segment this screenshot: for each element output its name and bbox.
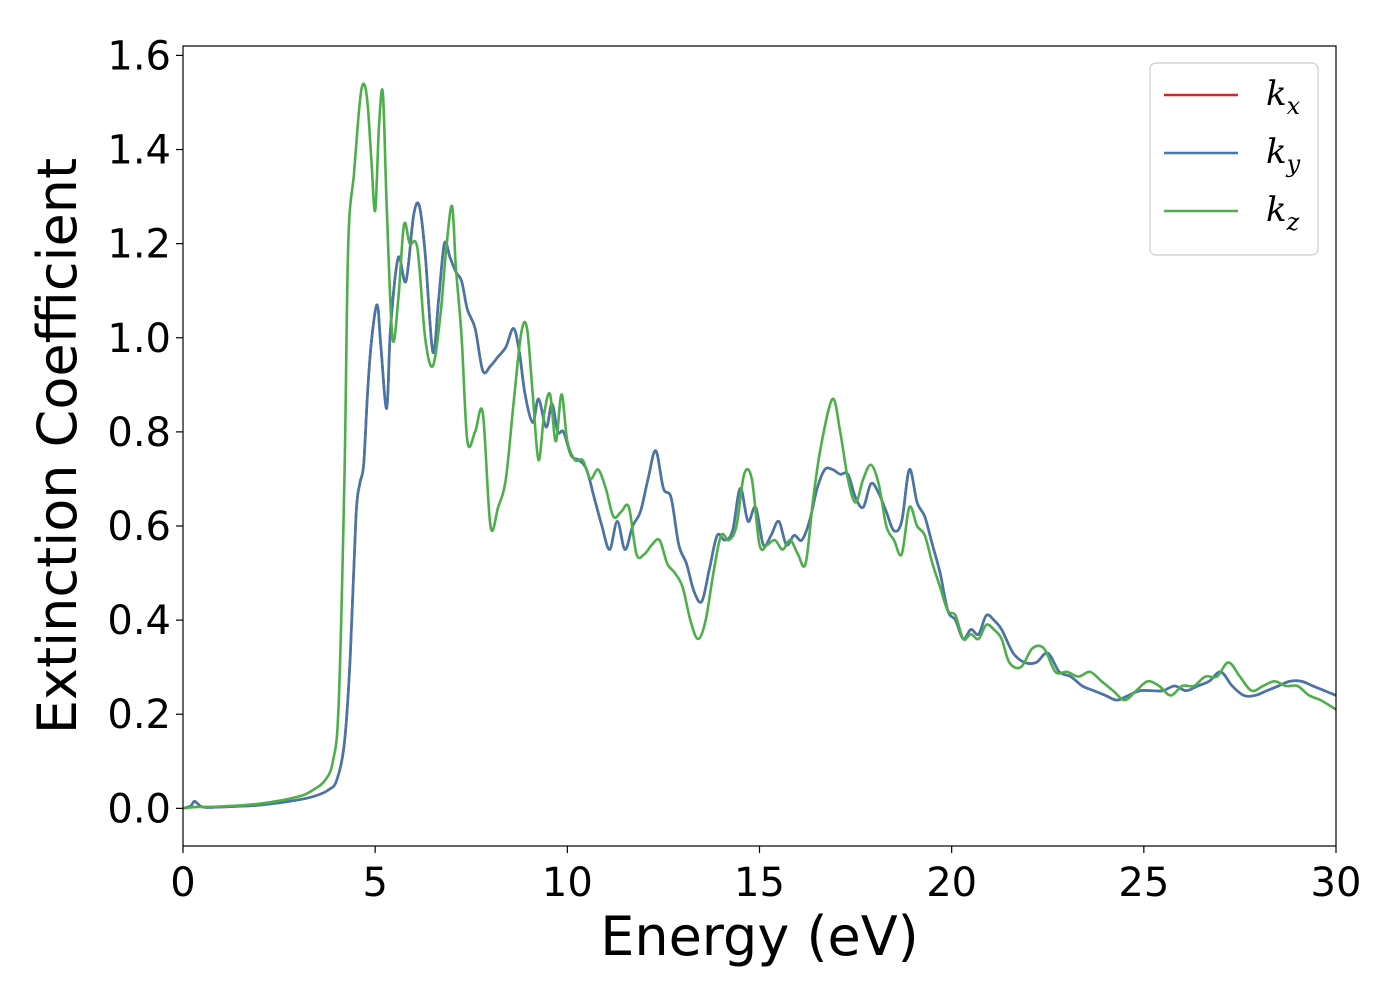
plot-area [183, 46, 1336, 846]
y-tick-label: 1.6 [107, 33, 171, 79]
x-tick-label: 20 [926, 860, 977, 906]
axes-layer: 0 5 10 15 20 25 30 0.0 0.2 0.4 0.6 0.8 1.0 1.2 1.4 1.6 [107, 33, 1361, 906]
x-tick-label: 15 [734, 860, 785, 906]
y-axis-title: Extinction Coefficient [26, 158, 89, 734]
series-layer [183, 82, 1336, 810]
y-tick-label: 0.2 [107, 692, 171, 738]
series-line-k-y [183, 201, 1336, 810]
legend: kx ky kz [1149, 62, 1319, 256]
legend-label-k-z: kz [1266, 190, 1300, 236]
x-tick-label: 0 [170, 860, 195, 906]
y-tick-label: 1.0 [107, 316, 171, 362]
y-tick-label: 0.0 [107, 786, 171, 832]
x-tick-label: 10 [542, 860, 593, 906]
legend-label-k-y: ky [1266, 132, 1301, 178]
y-tick-label: 0.6 [107, 504, 171, 550]
legend-label-k-x: kx [1266, 74, 1301, 120]
plot-frame [182, 45, 1337, 847]
x-tick-label: 25 [1118, 860, 1169, 906]
x-tick-label: 5 [362, 860, 387, 906]
y-tick-label: 1.2 [107, 222, 171, 268]
legend-box [1149, 62, 1319, 256]
y-tick-label: 0.8 [107, 410, 171, 456]
y-tick-label: 1.4 [107, 128, 171, 174]
x-axis-title: Energy (eV) [600, 905, 919, 968]
x-tick-label: 30 [1311, 860, 1362, 906]
series-line-k-z [183, 82, 1336, 810]
y-tick-label: 0.4 [107, 598, 171, 644]
